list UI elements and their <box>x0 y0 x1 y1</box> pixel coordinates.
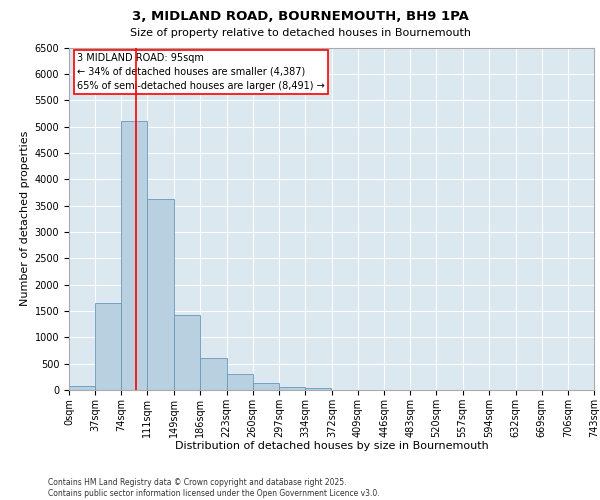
Bar <box>174 315 200 390</box>
Text: 3, MIDLAND ROAD, BOURNEMOUTH, BH9 1PA: 3, MIDLAND ROAD, BOURNEMOUTH, BH9 1PA <box>131 10 469 23</box>
Bar <box>200 358 227 390</box>
Bar <box>148 200 173 390</box>
Bar <box>95 303 121 390</box>
Bar <box>305 388 331 390</box>
Text: Size of property relative to detached houses in Bournemouth: Size of property relative to detached ho… <box>130 28 470 38</box>
Bar <box>69 386 95 390</box>
Text: Contains HM Land Registry data © Crown copyright and database right 2025.
Contai: Contains HM Land Registry data © Crown c… <box>48 478 380 498</box>
Text: 3 MIDLAND ROAD: 95sqm
← 34% of detached houses are smaller (4,387)
65% of semi-d: 3 MIDLAND ROAD: 95sqm ← 34% of detached … <box>77 52 325 90</box>
Bar <box>227 374 253 390</box>
X-axis label: Distribution of detached houses by size in Bournemouth: Distribution of detached houses by size … <box>175 442 488 452</box>
Bar <box>253 383 279 390</box>
Bar <box>279 386 305 390</box>
Y-axis label: Number of detached properties: Number of detached properties <box>20 131 31 306</box>
Bar <box>121 122 148 390</box>
